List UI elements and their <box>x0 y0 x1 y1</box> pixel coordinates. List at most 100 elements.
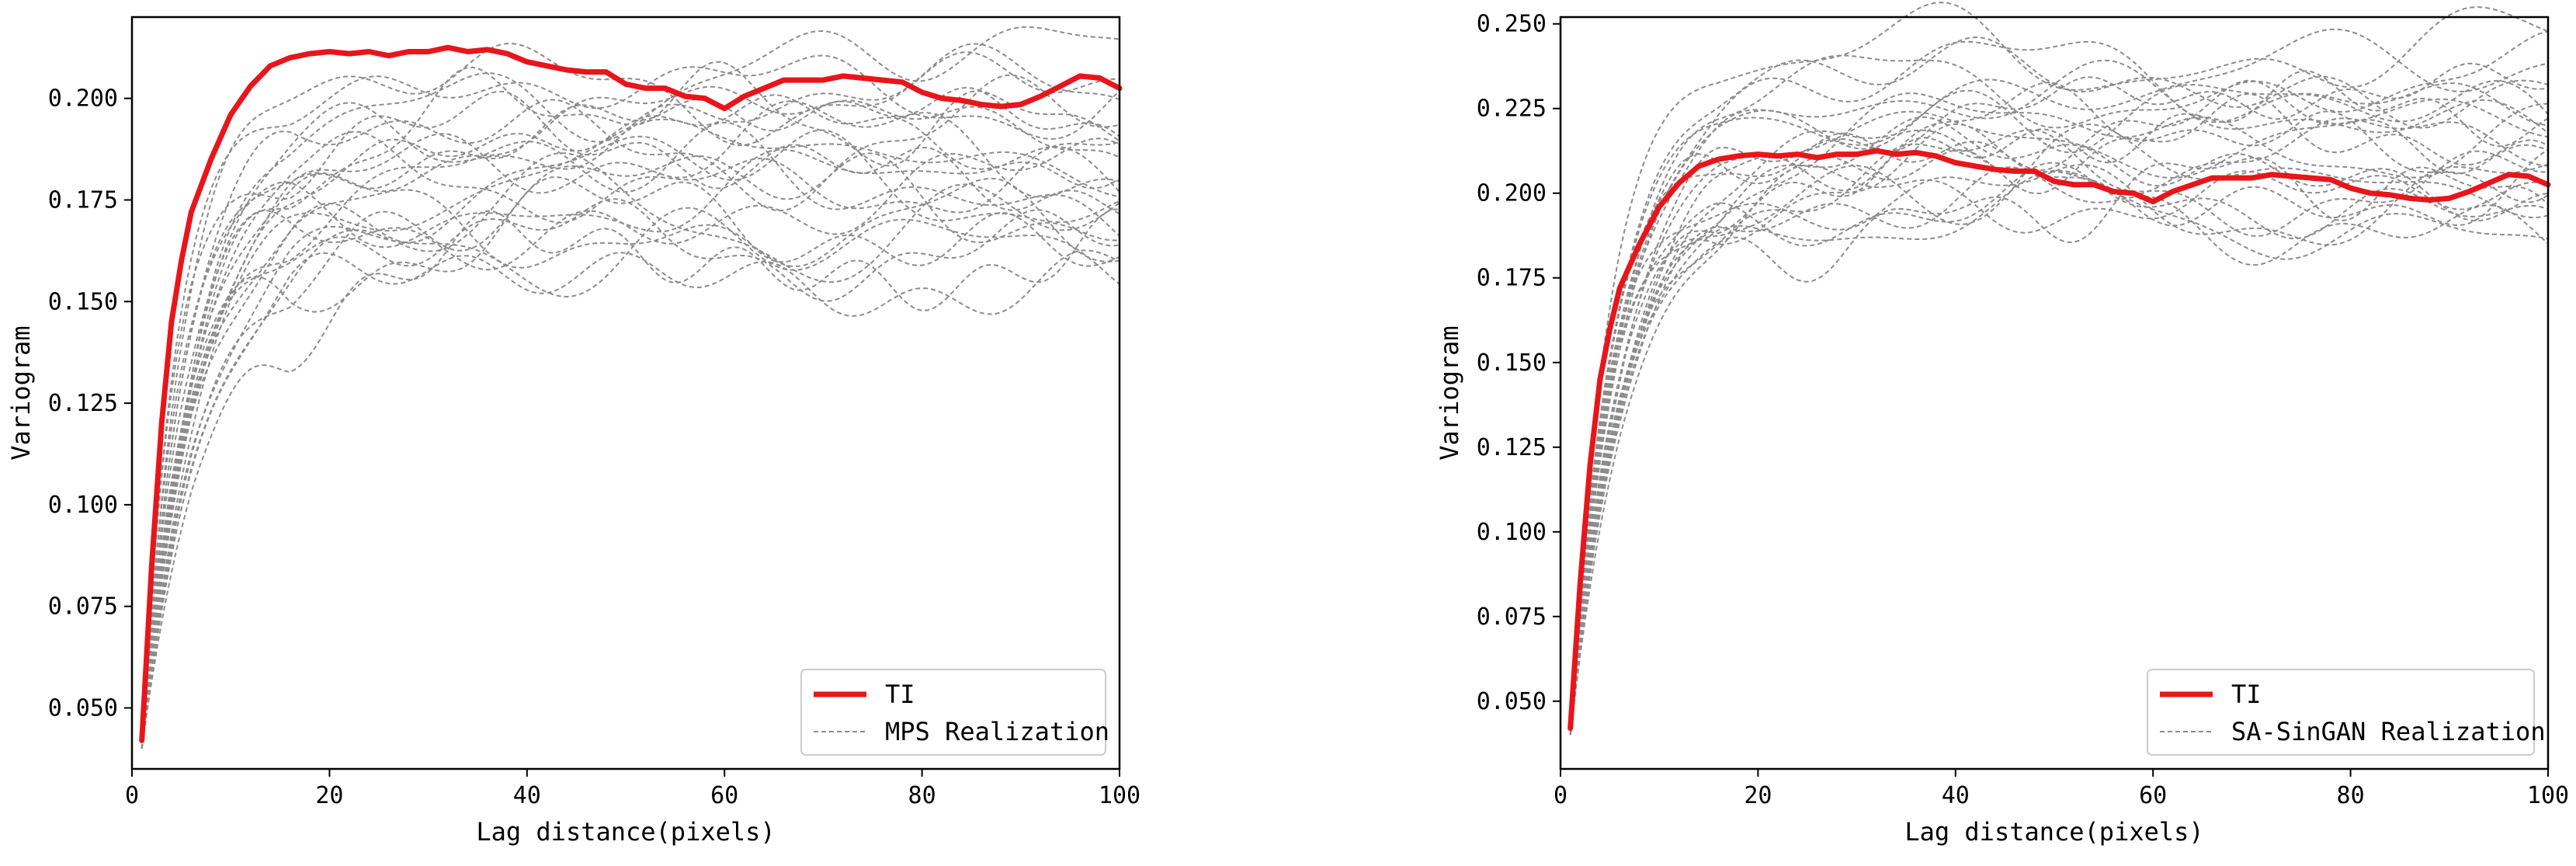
realization-line <box>141 94 1120 749</box>
realization-series-group <box>141 26 1120 749</box>
x-axis-ticks: 0 20 40 60 80 100 <box>125 769 1140 809</box>
x-tick-label: 40 <box>1942 782 1970 809</box>
y-tick-label: 0.175 <box>1477 265 1547 292</box>
realization-line <box>1569 162 2549 736</box>
y-tick-label: 0.200 <box>48 85 118 113</box>
realization-series-group <box>1569 2 2549 736</box>
ti-line <box>139 44 1123 743</box>
y-axis-label: Variogram <box>1435 325 1464 460</box>
realization-line <box>141 86 1120 749</box>
y-axis-label: Variogram <box>6 325 36 460</box>
sa-singan-variogram-chart: 0 20 40 60 80 100 0.0500.0750.1000.1250.1500.… <box>1435 2 2569 847</box>
realization-line <box>141 207 1120 749</box>
x-tick-label: 100 <box>1099 782 1140 809</box>
realization-line <box>141 100 1120 749</box>
y-tick-label: 0.075 <box>48 593 118 621</box>
y-tick-label: 0.200 <box>1477 180 1547 207</box>
y-tick-label: 0.100 <box>48 492 118 519</box>
x-axis-label: Lag distance(pixels) <box>476 817 775 847</box>
ti-series-group <box>139 44 1123 743</box>
plot-frame <box>1559 16 2550 770</box>
y-tick-label: 0.250 <box>1477 11 1547 38</box>
realization-line <box>1569 129 2549 736</box>
realization-line <box>1569 28 2549 736</box>
realization-line <box>141 129 1120 749</box>
x-tick-label: 80 <box>908 782 936 809</box>
realization-line <box>1569 82 2549 736</box>
realization-line <box>1569 164 2549 736</box>
y-tick-label: 0.150 <box>48 288 118 315</box>
realization-line <box>141 177 1120 749</box>
realization-line <box>1569 40 2549 736</box>
y-tick-label: 0.100 <box>1477 519 1547 546</box>
realization-line <box>1569 163 2549 736</box>
x-axis-label: Lag distance(pixels) <box>1904 817 2203 847</box>
realization-line <box>141 152 1120 749</box>
realization-line <box>141 61 1120 749</box>
realization-line <box>141 54 1120 749</box>
realization-line <box>141 137 1120 749</box>
realization-line <box>1569 117 2549 736</box>
x-tick-label: 80 <box>2337 782 2365 809</box>
x-tick-label: 100 <box>2527 782 2569 809</box>
realization-line <box>141 74 1120 749</box>
realization-line <box>141 130 1120 749</box>
realization-line <box>1569 70 2549 736</box>
y-tick-label: 0.125 <box>1477 434 1547 461</box>
realization-line <box>1569 166 2549 736</box>
ti-series-group <box>1567 148 2551 732</box>
realization-line <box>141 26 1120 749</box>
x-tick-label: 20 <box>315 782 343 809</box>
realization-line <box>141 208 1120 749</box>
realization-line <box>1569 123 2549 736</box>
y-tick-label: 0.050 <box>48 695 118 722</box>
realization-line <box>141 145 1120 749</box>
legend-realization-label: MPS Realization <box>885 717 1109 746</box>
y-axis-ticks: 0.050 0.075 0.100 0.125 0.150 0.175 0.200 0.225… <box>1477 11 1561 715</box>
realization-line <box>1569 30 2549 736</box>
legend: TI MPS Realization <box>800 669 1109 756</box>
legend-realization-label: SA-SinGAN Realization <box>2231 717 2546 746</box>
legend-ti-label: TI <box>885 680 915 709</box>
realization-line <box>141 176 1120 749</box>
x-tick-label: 40 <box>513 782 541 809</box>
x-tick-label: 20 <box>1744 782 1772 809</box>
realization-line <box>141 121 1120 749</box>
realization-line <box>1569 116 2549 736</box>
ti-line <box>1567 148 2551 732</box>
legend-box <box>800 669 1106 756</box>
realization-line <box>141 118 1120 749</box>
y-tick-label: 0.125 <box>48 390 118 417</box>
legend-box <box>2147 669 2535 756</box>
x-tick-label: 60 <box>710 782 738 809</box>
y-tick-label: 0.150 <box>1477 350 1547 377</box>
realization-line <box>141 85 1120 749</box>
realization-line <box>1569 79 2549 736</box>
x-tick-label: 60 <box>2139 782 2167 809</box>
y-tick-label: 0.225 <box>1477 96 1547 123</box>
realization-line <box>1569 80 2549 736</box>
x-tick-label: 0 <box>125 782 139 809</box>
realization-line <box>141 198 1120 749</box>
realization-line <box>1569 62 2549 736</box>
realization-line <box>1569 156 2549 736</box>
plot-frame <box>130 16 1121 770</box>
realization-line <box>141 43 1120 749</box>
realization-line <box>1569 169 2549 736</box>
legend-ti-label: TI <box>2231 680 2262 709</box>
legend: TI SA-SinGAN Realization <box>2147 669 2546 756</box>
realization-line <box>1569 92 2549 736</box>
realization-line <box>1569 59 2549 736</box>
realization-line <box>141 152 1120 749</box>
realization-line <box>141 90 1120 749</box>
mps-variogram-chart: 0 20 40 60 80 100 0.0500.0750.1000.1250.1500.… <box>6 16 1140 847</box>
realization-line <box>1569 36 2549 736</box>
x-tick-label: 0 <box>1554 782 1567 809</box>
y-tick-label: 0.175 <box>48 186 118 214</box>
y-axis-ticks: 0.050 0.075 0.100 0.125 0.150 0.175 0.200 <box>48 85 132 722</box>
y-tick-label: 0.050 <box>1477 688 1547 715</box>
y-tick-label: 0.075 <box>1477 603 1547 631</box>
realization-line <box>141 249 1120 749</box>
realization-line <box>1569 2 2549 736</box>
